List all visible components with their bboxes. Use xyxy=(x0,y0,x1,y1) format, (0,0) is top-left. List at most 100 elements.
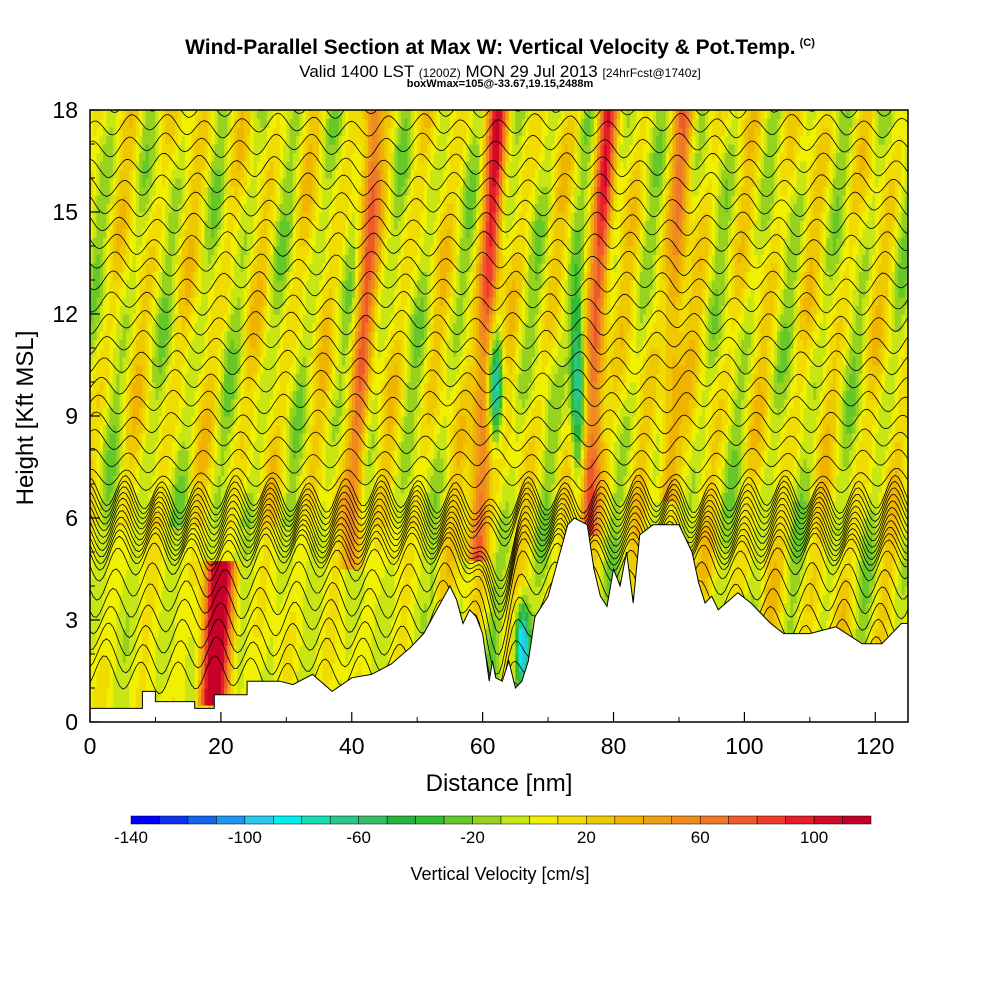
velocity-cell xyxy=(368,390,372,409)
velocity-cell xyxy=(279,305,284,324)
velocity-cell xyxy=(299,178,304,247)
velocity-cell xyxy=(296,509,301,672)
velocity-cell xyxy=(217,110,222,171)
velocity-cell xyxy=(204,662,209,689)
velocity-cell xyxy=(476,212,480,230)
velocity-cell xyxy=(325,416,330,443)
velocity-cell xyxy=(397,195,402,222)
velocity-cell xyxy=(849,373,853,434)
velocity-cell xyxy=(292,611,297,647)
velocity-cell xyxy=(682,110,687,137)
velocity-cell xyxy=(319,509,323,621)
velocity-cell xyxy=(806,135,811,222)
velocity-cell xyxy=(659,195,664,213)
velocity-cell xyxy=(616,382,621,409)
velocity-cell xyxy=(728,297,732,315)
velocity-cell xyxy=(394,110,399,128)
velocity-cell xyxy=(404,305,408,383)
velocity-cell xyxy=(659,399,664,477)
velocity-cell xyxy=(204,484,209,511)
velocity-cell xyxy=(862,195,867,213)
velocity-cell xyxy=(237,424,242,502)
velocity-cell xyxy=(148,229,153,247)
velocity-cell xyxy=(764,416,768,451)
velocity-cell xyxy=(305,433,310,451)
velocity-cell xyxy=(247,314,251,392)
velocity-cell xyxy=(678,331,683,366)
velocity-cell xyxy=(603,186,608,205)
velocity-cell xyxy=(240,526,245,689)
velocity-cell xyxy=(374,390,379,460)
velocity-cell xyxy=(518,254,523,298)
velocity-cell xyxy=(528,382,533,409)
velocity-cell xyxy=(842,365,847,392)
velocity-cell xyxy=(335,433,340,460)
velocity-cell xyxy=(580,280,585,332)
velocity-cell xyxy=(122,118,127,196)
velocity-cell xyxy=(361,390,366,409)
velocity-cell xyxy=(826,161,831,188)
colorbar-label: Vertical Velocity [cm/s] xyxy=(410,864,589,884)
velocity-cell xyxy=(800,390,804,443)
isentrope-line xyxy=(90,428,908,455)
velocity-cell xyxy=(741,322,745,341)
velocity-cell xyxy=(224,135,229,196)
velocity-cell xyxy=(499,161,503,171)
velocity-cell xyxy=(472,246,477,264)
velocity-cell xyxy=(587,433,592,451)
velocity-cell xyxy=(427,382,431,426)
velocity-cell xyxy=(391,110,395,128)
velocity-cell xyxy=(656,348,660,375)
velocity-cell xyxy=(744,305,749,332)
velocity-cell xyxy=(309,526,314,545)
velocity-cell xyxy=(132,356,137,383)
velocity-cell xyxy=(489,348,494,358)
isentrope-line xyxy=(109,110,893,119)
colorbar-tick-label: -20 xyxy=(460,828,485,847)
velocity-cell xyxy=(325,229,330,273)
velocity-cell xyxy=(472,135,477,171)
velocity-cell xyxy=(770,543,775,570)
velocity-cell xyxy=(325,611,330,689)
velocity-cell xyxy=(171,169,176,188)
velocity-cell xyxy=(224,594,229,630)
velocity-cell xyxy=(534,110,539,171)
velocity-cell xyxy=(364,152,369,179)
velocity-cell xyxy=(319,620,323,722)
velocity-cell xyxy=(685,161,690,188)
velocity-cell xyxy=(191,586,196,638)
velocity-cell xyxy=(243,475,248,494)
velocity-cell xyxy=(878,603,883,655)
velocity-cell xyxy=(230,424,235,443)
velocity-cell xyxy=(394,288,399,315)
velocity-cell xyxy=(276,280,281,315)
velocity-cell xyxy=(276,203,281,222)
velocity-cell xyxy=(557,212,562,281)
velocity-cell xyxy=(476,144,480,188)
velocity-cell xyxy=(358,348,363,392)
velocity-cell xyxy=(230,628,235,647)
velocity-cell xyxy=(230,611,235,630)
velocity-cell xyxy=(266,169,271,213)
velocity-cell xyxy=(207,560,212,579)
velocity-cell xyxy=(119,110,124,120)
velocity-cell xyxy=(139,152,143,213)
velocity-cell xyxy=(93,110,98,137)
velocity-cell xyxy=(109,127,114,179)
velocity-cell xyxy=(371,450,376,485)
velocity-cell xyxy=(760,280,765,324)
velocity-cell xyxy=(328,586,333,681)
velocity-cell xyxy=(682,220,687,256)
velocity-cell xyxy=(322,441,327,502)
velocity-cell xyxy=(404,118,408,179)
velocity-cell xyxy=(531,178,536,205)
velocity-cell xyxy=(813,314,817,332)
velocity-cell xyxy=(567,407,572,426)
velocity-cell xyxy=(391,314,395,332)
velocity-cell xyxy=(633,467,638,494)
velocity-cell xyxy=(485,195,490,222)
velocity-cell xyxy=(786,246,791,332)
velocity-cell xyxy=(436,203,441,230)
velocity-cell xyxy=(188,560,193,587)
velocity-cell xyxy=(633,195,638,230)
